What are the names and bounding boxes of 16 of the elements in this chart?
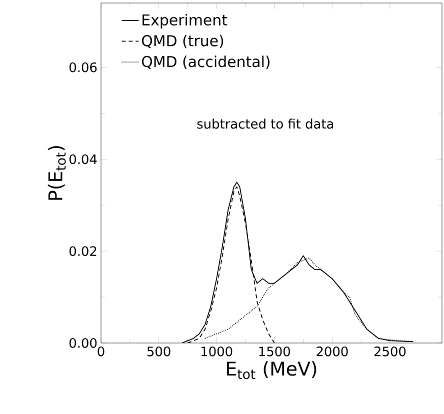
y-axis-title: P(E$_{tot}$) (48, 146, 66, 200)
legend-label: Experiment (142, 14, 228, 28)
x-axis-title: E$_{tot}$ (MeV) (227, 361, 316, 380)
y-tick-label: 0.06 (70, 62, 97, 72)
x-tick-label: 2500 (374, 346, 406, 356)
x-tick-label: 2000 (316, 346, 348, 356)
x-tick-label: 0 (98, 346, 104, 356)
x-tick-label: 500 (147, 346, 170, 356)
y-tick-label: 0.04 (70, 154, 97, 164)
x-tick-label: 1500 (259, 346, 290, 356)
legend-label: QMD (true) (142, 34, 224, 48)
legend-label: QMD (accidental) (142, 56, 270, 69)
y-tick-label: 0.02 (70, 246, 96, 256)
x-tick-label: 1000 (202, 346, 232, 356)
y-tick-label: 0.00 (70, 338, 97, 348)
annotation: subtracted to fit data (197, 118, 334, 129)
